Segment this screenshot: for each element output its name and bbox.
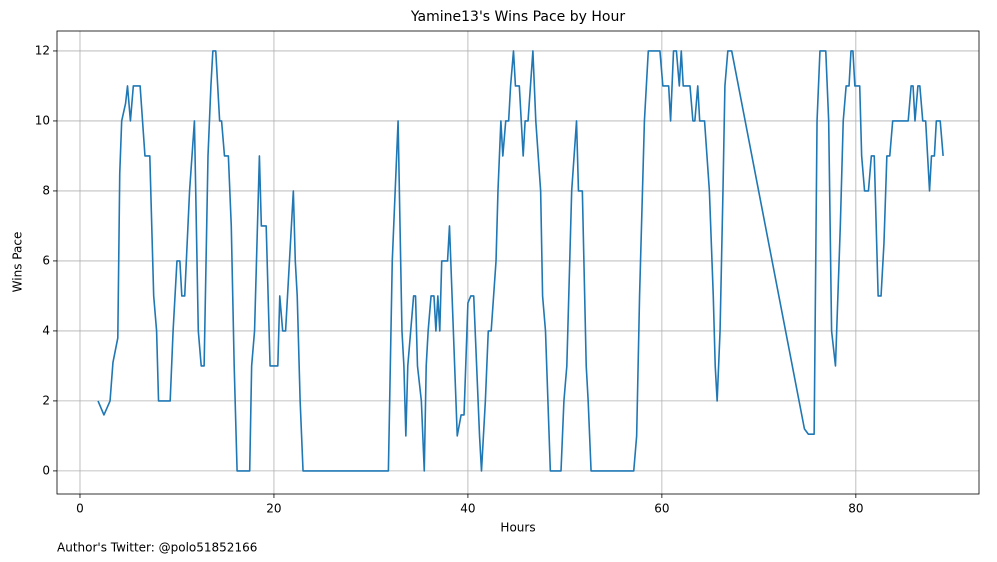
y-tick-label: 8 bbox=[42, 183, 50, 197]
plot-frame bbox=[56, 30, 980, 495]
x-tick-label: 60 bbox=[654, 502, 669, 516]
y-tick-label: 2 bbox=[42, 393, 50, 407]
x-axis-label: Hours bbox=[500, 521, 535, 535]
y-tick-label: 4 bbox=[42, 323, 50, 337]
y-tick-label: 6 bbox=[42, 253, 50, 267]
chart-title: Yamine13's Wins Pace by Hour bbox=[410, 9, 625, 25]
y-axis-label: Wins Pace bbox=[11, 232, 25, 293]
x-tick-label: 40 bbox=[460, 502, 475, 516]
data-line bbox=[97, 50, 944, 472]
y-tick-label: 10 bbox=[35, 113, 50, 127]
x-tick-label: 80 bbox=[848, 502, 863, 516]
x-tick-label: 0 bbox=[76, 502, 84, 516]
y-tick-label: 12 bbox=[35, 43, 50, 57]
y-tick-label: 0 bbox=[42, 463, 50, 477]
x-tick-label: 20 bbox=[266, 502, 281, 516]
annotation: Author's Twitter: @polo51852166 bbox=[57, 541, 257, 555]
